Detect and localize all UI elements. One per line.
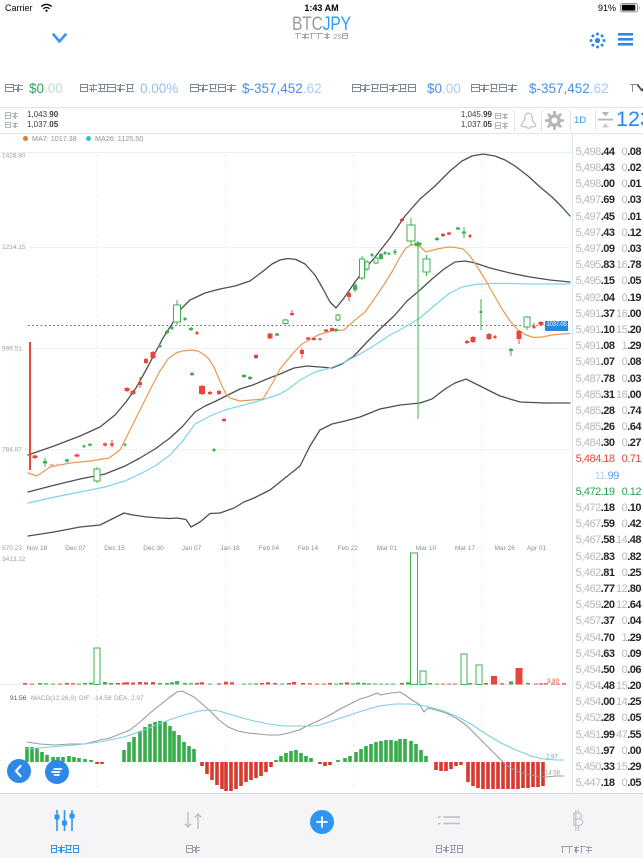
svg-text:Feb 04: Feb 04 — [259, 545, 280, 552]
svg-text:999.51: 999.51 — [2, 346, 22, 353]
svg-text:Feb 22: Feb 22 — [338, 545, 359, 552]
svg-text:3413.22: 3413.22 — [2, 556, 26, 563]
svg-text:DIF: -14.58: DIF: -14.58 — [79, 695, 112, 702]
svg-text:MACD(12,26,9): MACD(12,26,9) — [31, 695, 76, 702]
svg-text:Mar 17: Mar 17 — [455, 545, 476, 552]
svg-text:-14.58: -14.58 — [543, 771, 561, 777]
svg-text:3.80: 3.80 — [547, 678, 560, 685]
svg-text:91.56: 91.56 — [10, 695, 27, 702]
svg-text:Dec 30: Dec 30 — [143, 545, 164, 552]
svg-text:1428.80: 1428.80 — [2, 153, 26, 160]
svg-text:Dec 15: Dec 15 — [104, 545, 125, 552]
svg-text:Mar 10: Mar 10 — [416, 545, 437, 552]
svg-text:Mar 01: Mar 01 — [377, 545, 398, 552]
svg-text:DEA: 2.97: DEA: 2.97 — [114, 695, 144, 702]
svg-text:784.87: 784.87 — [2, 447, 22, 454]
svg-text:Nov 18: Nov 18 — [27, 545, 48, 552]
svg-text:Mar 26: Mar 26 — [495, 545, 516, 552]
svg-text:Feb 14: Feb 14 — [298, 545, 319, 552]
svg-text:2.97: 2.97 — [546, 755, 558, 761]
svg-text:Dec 07: Dec 07 — [65, 545, 86, 552]
svg-text:1214.15: 1214.15 — [2, 244, 26, 251]
svg-text:570.23: 570.23 — [2, 545, 22, 552]
svg-text:Apr 01: Apr 01 — [527, 545, 547, 552]
svg-text:Jan 18: Jan 18 — [220, 545, 240, 552]
svg-text:Jan 07: Jan 07 — [182, 545, 202, 552]
